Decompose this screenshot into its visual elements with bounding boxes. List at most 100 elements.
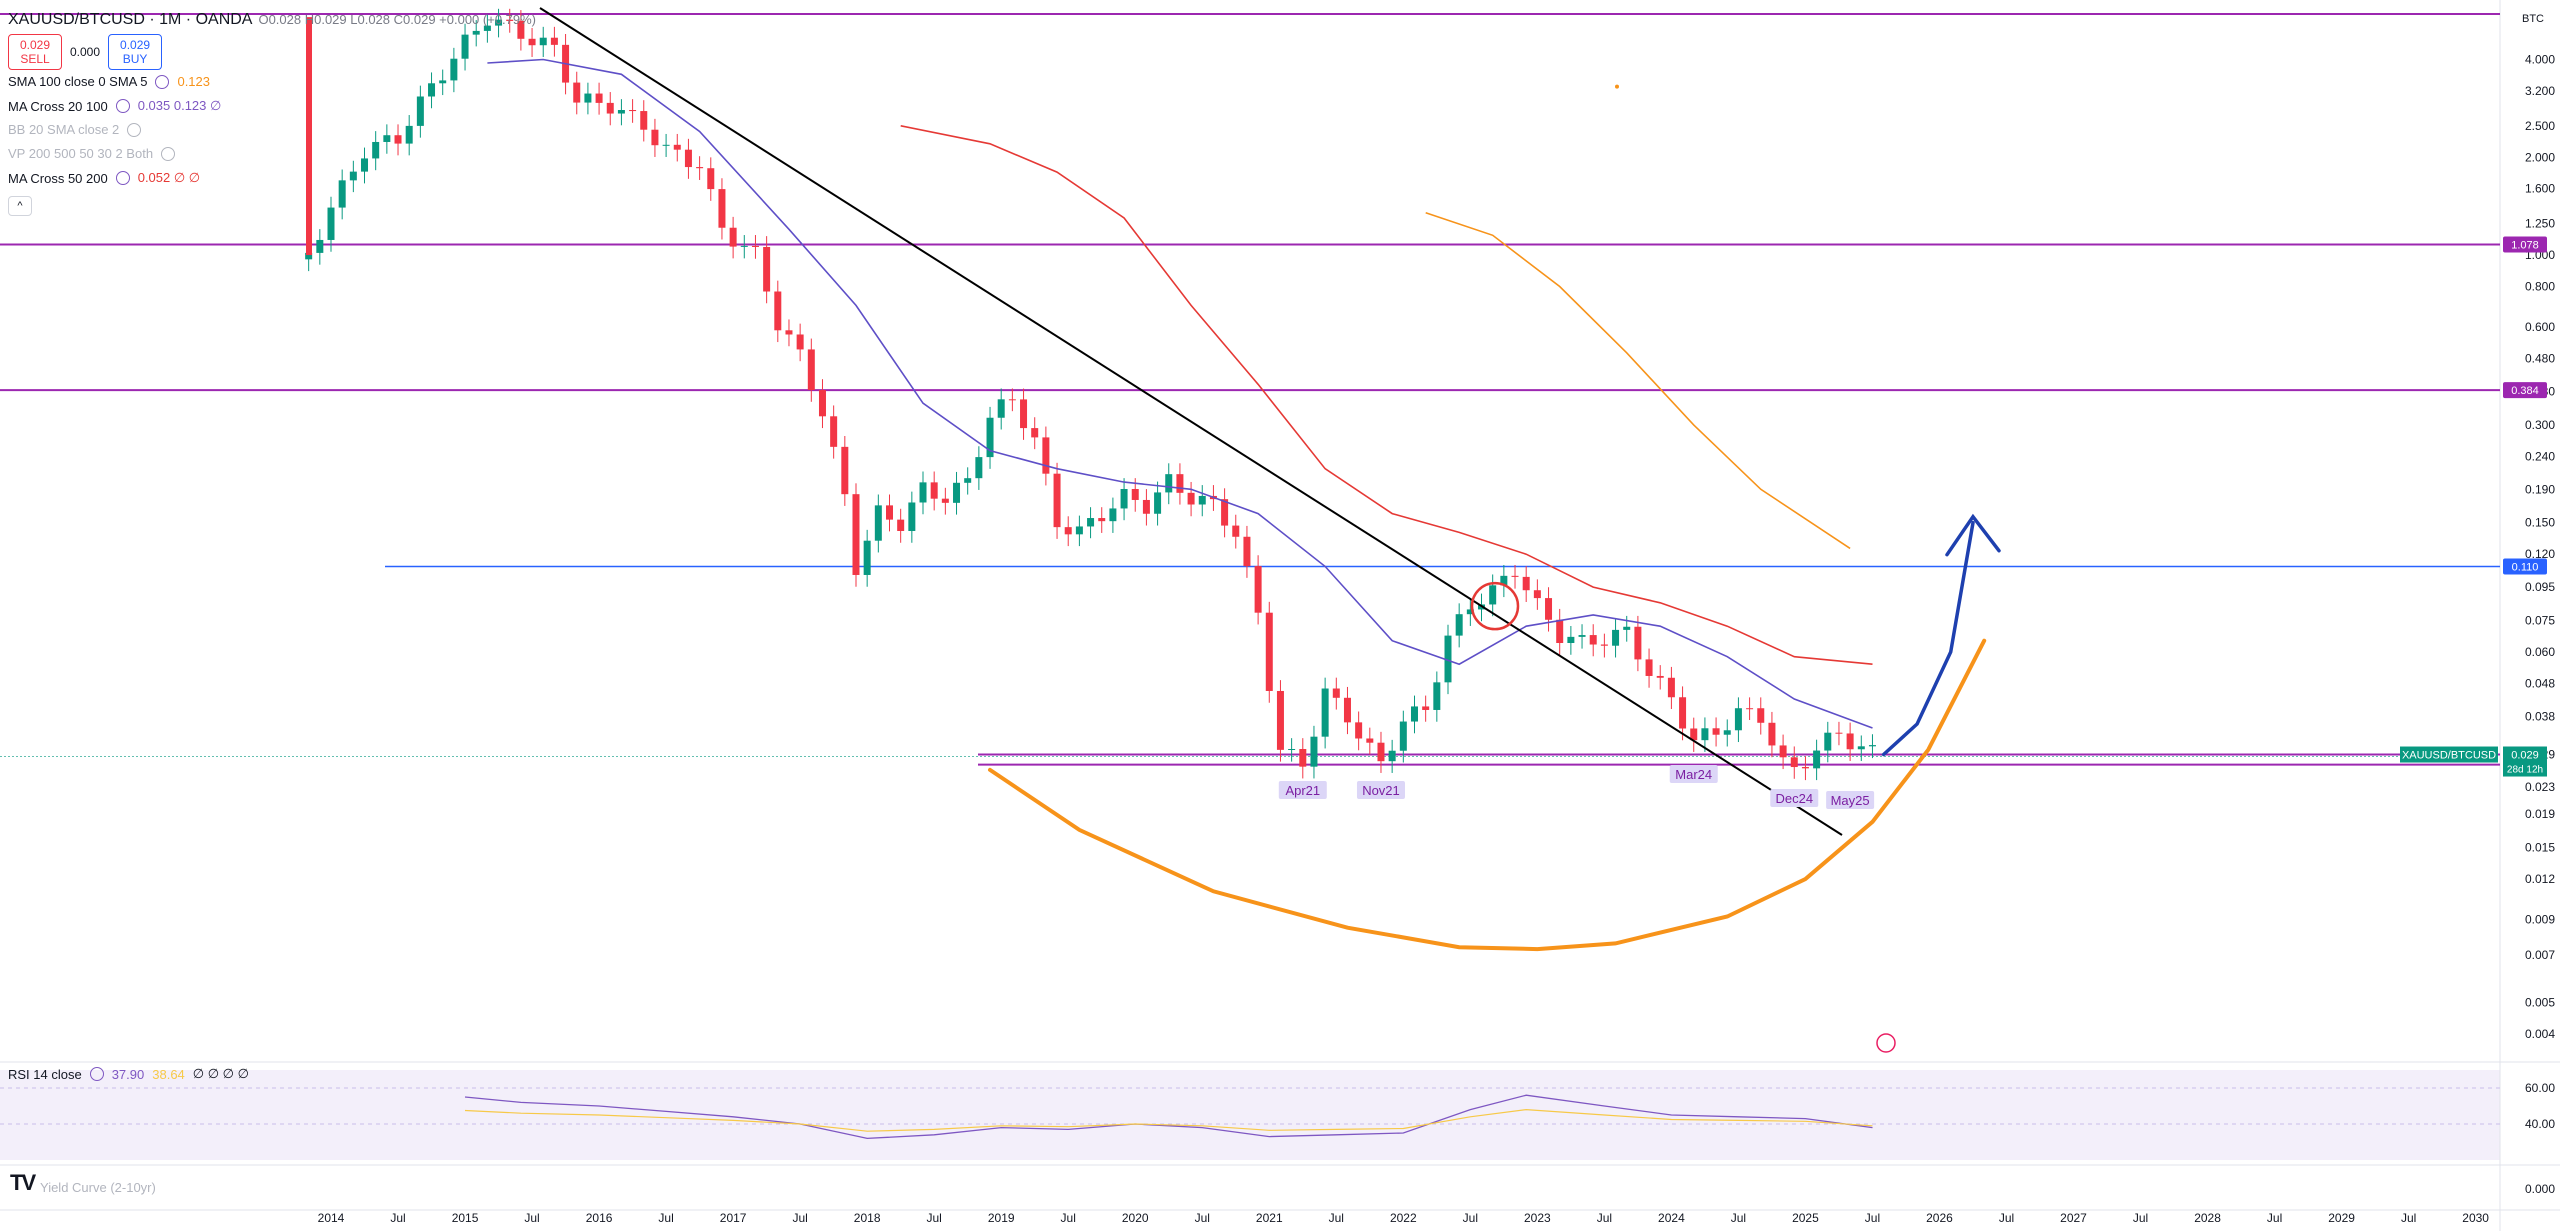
candle-body: [908, 502, 916, 531]
y-tick-label: 0.023: [2525, 780, 2555, 794]
eye-off-icon[interactable]: [127, 122, 142, 137]
candle-body: [818, 390, 826, 417]
candle-body: [841, 446, 849, 495]
candle-body: [863, 540, 871, 575]
candle-body: [1254, 566, 1262, 613]
candle-body: [1667, 677, 1675, 698]
candle-body: [1053, 473, 1061, 528]
symbol-title[interactable]: XAUUSD/BTCUSD · 1M · OANDA: [8, 11, 253, 28]
candle-body: [852, 494, 860, 575]
downtrend-line: [539, 7, 1843, 836]
candle-body: [1131, 488, 1139, 500]
candle-body: [1243, 536, 1251, 567]
spread-value: 0.000: [70, 45, 101, 59]
sell-button[interactable]: 0.029 SELL: [8, 34, 62, 70]
indicator-name: MA Cross 20 100: [8, 98, 108, 114]
candle-body: [1377, 742, 1385, 762]
candle-body: [1578, 635, 1586, 637]
candle-body: [394, 135, 402, 144]
level-badge-label: 1.078: [2511, 239, 2539, 251]
candle-body: [953, 482, 961, 503]
candle-body: [1187, 492, 1195, 505]
indicator-bb[interactable]: BB 20 SMA close 2: [8, 122, 142, 137]
indicator-sma100[interactable]: SMA 100 close 0 SMA 5 0.123: [8, 74, 210, 89]
last-price-symbol-label: XAUUSD/BTCUSD: [2402, 750, 2496, 762]
buy-button[interactable]: 0.029 BUY: [108, 34, 163, 70]
yield-legend[interactable]: Yield Curve (2-10yr): [40, 1180, 156, 1195]
indicator-ma-cross-20-100[interactable]: MA Cross 20 100 0.035 0.123 ∅: [8, 98, 221, 114]
candle-body: [751, 245, 759, 247]
x-tick-label: Jul: [658, 1211, 673, 1225]
candle-body: [1857, 746, 1865, 750]
x-tick-label: Jul: [792, 1211, 807, 1225]
x-tick-label: Jul: [1463, 1211, 1478, 1225]
candle-body: [774, 291, 782, 331]
eye-icon[interactable]: [115, 171, 130, 185]
candle-body: [1835, 732, 1843, 734]
candle-body: [1768, 722, 1776, 746]
candle-body: [1801, 767, 1809, 769]
candle-body: [662, 144, 670, 146]
eye-icon[interactable]: [155, 74, 170, 89]
y-tick-label: 0.480: [2525, 352, 2555, 366]
tradingview-logo[interactable]: TV: [10, 1170, 36, 1195]
annotation-badge: [1278, 781, 1327, 799]
candle-body: [1690, 728, 1698, 741]
x-tick-label: 2025: [1792, 1211, 1819, 1225]
candle-body: [1734, 708, 1742, 731]
candle-body: [495, 19, 503, 26]
candle-body: [1433, 682, 1441, 710]
eye-off-icon[interactable]: [161, 146, 176, 161]
y-tick-label: 0.012: [2525, 872, 2555, 886]
x-tick-label: 2016: [586, 1211, 613, 1225]
candle-body: [450, 58, 458, 81]
candle-body: [1600, 644, 1608, 646]
candle-body: [1444, 635, 1452, 683]
candle-body: [718, 189, 726, 228]
candle-body: [1142, 499, 1150, 514]
x-tick-label: 2024: [1658, 1211, 1685, 1225]
x-tick-label: Jul: [1865, 1211, 1880, 1225]
candle-body: [629, 110, 637, 112]
countdown-label: 28d 12h: [2507, 765, 2543, 776]
candle-body: [1265, 612, 1273, 691]
level-badge-label: 0.384: [2511, 385, 2539, 397]
indicator-vp[interactable]: VP 200 500 50 30 2 Both: [8, 146, 176, 161]
candle-body: [684, 149, 692, 168]
candle-body: [1198, 495, 1206, 505]
indicator-ma-cross-50-200[interactable]: MA Cross 50 200 0.052 ∅ ∅: [8, 170, 200, 186]
eye-icon[interactable]: [115, 99, 130, 113]
eye-icon[interactable]: [89, 1067, 104, 1081]
candle-body: [1165, 474, 1173, 493]
highlight-circle: [1470, 581, 1520, 631]
candle-body: [1779, 745, 1787, 758]
rsi-ma-line: [464, 1108, 1873, 1132]
y-tick-label: 0.048: [2525, 676, 2555, 690]
rsi-line: [464, 1094, 1873, 1140]
annotation-label: Nov21: [1362, 783, 1400, 798]
x-tick-label: Jul: [1999, 1211, 2014, 1225]
candle-body: [1120, 488, 1128, 509]
candle-body: [617, 110, 625, 114]
rsi-legend[interactable]: RSI 14 close 37.90 38.64 ∅ ∅ ∅ ∅: [8, 1066, 249, 1082]
y-tick-label: 0.190: [2525, 482, 2555, 496]
rsi-tick-label: 40.00: [2525, 1117, 2555, 1131]
x-tick-label: 2015: [452, 1211, 479, 1225]
candle-body: [1008, 399, 1016, 401]
arrow-head: [1945, 513, 2001, 557]
candle-body: [1824, 732, 1832, 751]
indicator-values: 0.035 0.123 ∅: [137, 98, 222, 113]
x-tick-label: 2021: [1256, 1211, 1283, 1225]
x-tick-label: 2019: [988, 1211, 1015, 1225]
candle-body: [584, 93, 592, 103]
candle-body: [327, 207, 335, 240]
candle-body: [807, 349, 815, 391]
candle-body: [1589, 635, 1597, 645]
candle-body: [785, 330, 793, 335]
candle-body: [306, 17, 312, 256]
rsi-ma-value: 38.64: [152, 1066, 185, 1082]
collapse-legend-button[interactable]: ^: [8, 196, 32, 216]
candle-body: [338, 180, 346, 208]
